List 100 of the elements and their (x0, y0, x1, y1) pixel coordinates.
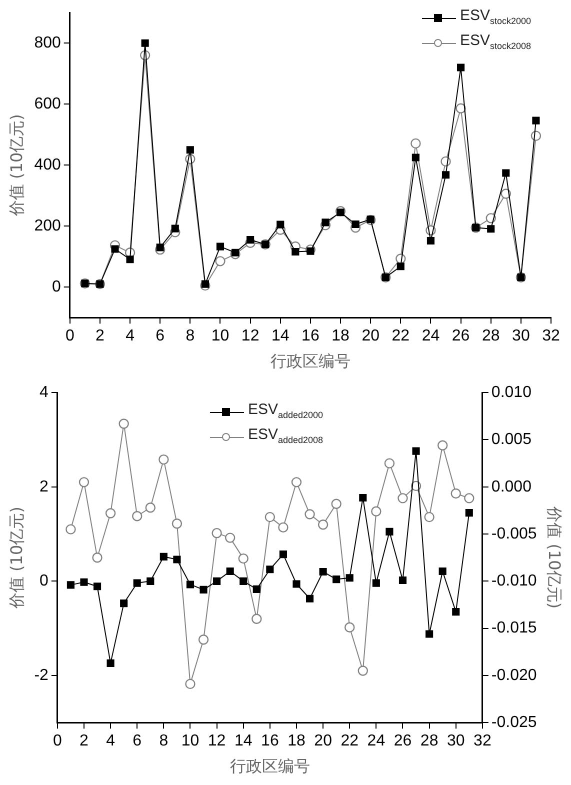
point (292, 580, 300, 588)
point (372, 579, 380, 587)
x-tick-label: 4 (126, 328, 135, 345)
point (426, 630, 434, 638)
point (384, 458, 395, 468)
point (398, 576, 407, 584)
point (252, 614, 262, 624)
point (264, 512, 276, 522)
y-axis-title: 价值 (10亿元) (6, 506, 26, 610)
y2-tick-label: -0.020 (491, 666, 537, 684)
point (158, 454, 169, 465)
point (93, 582, 102, 590)
point (145, 502, 156, 513)
legend-label: ESV$_{stock2008}$ (460, 31, 531, 53)
point (212, 528, 222, 538)
point (78, 477, 90, 488)
point (278, 522, 288, 533)
point (457, 64, 465, 72)
point (126, 256, 134, 264)
point (111, 245, 119, 253)
y-tick-label: -2 (34, 666, 49, 684)
point (171, 224, 179, 232)
point (226, 567, 234, 576)
point (322, 218, 330, 226)
point (318, 520, 328, 530)
point (216, 242, 224, 250)
point (450, 488, 461, 499)
x-tick-label: 8 (186, 328, 195, 345)
point (231, 248, 240, 256)
point (105, 508, 116, 518)
y-tick-label: 600 (34, 96, 61, 113)
point (331, 498, 342, 509)
x-tick-label: 18 (332, 328, 350, 345)
x-axis-title: 行政区编号 (270, 352, 350, 371)
point (200, 586, 208, 594)
point (358, 666, 368, 676)
point (186, 580, 194, 588)
y-tick-label: 0 (40, 572, 49, 590)
x-tick-label: 6 (132, 732, 142, 750)
point (452, 608, 460, 616)
x-tick-label: 14 (234, 732, 252, 750)
point (186, 146, 194, 154)
x-tick-label: 8 (159, 732, 168, 750)
x-tick-label: 2 (96, 328, 105, 345)
point (410, 138, 421, 149)
legend-label: ESV$_{stock2000}$ (460, 6, 531, 28)
y-tick-label: 400 (34, 156, 61, 174)
y2-tick-label: 0.000 (491, 478, 532, 496)
y2-axis-title: 价值 (10亿元) (545, 506, 564, 609)
x-tick-label: 6 (156, 328, 165, 345)
point (120, 600, 128, 608)
point (319, 568, 327, 576)
point (465, 509, 473, 517)
point (224, 532, 236, 543)
point (213, 577, 221, 585)
x-axis-title: 行政区编号 (230, 756, 310, 776)
point (246, 236, 254, 244)
x-tick-label: 0 (65, 328, 74, 345)
point (173, 556, 181, 564)
point (532, 116, 540, 124)
x-tick-label: 4 (106, 732, 116, 750)
x-tick-label: 16 (261, 732, 279, 750)
y-tick-label: 0 (52, 278, 61, 296)
point (304, 509, 315, 520)
point (266, 566, 274, 574)
point (359, 494, 367, 502)
point (132, 511, 142, 522)
x-tick-label: 24 (367, 732, 386, 750)
x-tick-label: 20 (362, 328, 380, 345)
legend-label: ESV$_{added2008}$ (248, 425, 324, 447)
x-tick-label: 14 (271, 328, 290, 345)
point (92, 552, 102, 563)
point (412, 447, 420, 455)
point (240, 577, 248, 585)
x-tick-label: 12 (208, 732, 226, 750)
x-tick-label: 26 (452, 328, 470, 345)
point (66, 581, 74, 589)
point (133, 579, 141, 587)
x-tick-label: 10 (181, 732, 200, 750)
point (306, 594, 314, 602)
y2-tick-label: 0.005 (491, 431, 532, 448)
x-tick-label: 24 (422, 328, 440, 345)
y2-tick-label: 0.010 (491, 384, 532, 402)
y2-tick-label: -0.005 (491, 525, 537, 542)
point (442, 171, 450, 179)
point (141, 39, 149, 47)
point (396, 262, 404, 270)
point (156, 244, 164, 252)
point (306, 247, 314, 255)
point (456, 103, 466, 114)
x-tick-label: 30 (512, 328, 530, 345)
point (438, 567, 446, 576)
point (276, 220, 284, 228)
point (160, 552, 168, 560)
point (252, 585, 260, 593)
point (201, 280, 209, 288)
point (291, 477, 302, 488)
point (118, 418, 129, 429)
point (172, 518, 182, 529)
y2-tick-label: -0.015 (491, 620, 537, 637)
